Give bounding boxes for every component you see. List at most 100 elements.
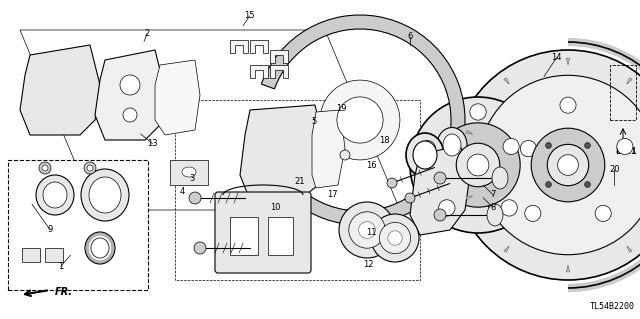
FancyBboxPatch shape [215,192,311,273]
Text: 13: 13 [147,139,157,148]
Text: TL54B2200: TL54B2200 [590,302,635,311]
Circle shape [388,231,402,245]
Circle shape [470,104,486,120]
Circle shape [434,209,446,221]
Wedge shape [504,78,509,84]
Circle shape [595,205,611,221]
Text: 4: 4 [180,187,185,196]
Circle shape [438,200,455,216]
Polygon shape [20,45,100,135]
Circle shape [617,138,633,155]
Text: 11: 11 [366,228,376,237]
Text: 17: 17 [328,190,338,199]
Wedge shape [466,130,473,134]
Circle shape [42,165,48,171]
Bar [268,217,293,255]
Circle shape [501,200,517,216]
Text: 21: 21 [294,177,305,186]
Circle shape [585,143,590,148]
Polygon shape [95,50,165,140]
Bar [230,217,258,255]
Wedge shape [566,58,570,65]
Wedge shape [504,246,509,252]
Text: 6: 6 [407,32,412,41]
Bar [170,160,208,185]
Text: 9: 9 [47,225,52,234]
Text: 18: 18 [379,136,389,145]
Circle shape [405,193,415,203]
Circle shape [189,192,201,204]
Circle shape [123,108,137,122]
Text: 10: 10 [270,203,280,212]
Text: 8: 8 [490,203,495,212]
Circle shape [525,205,541,221]
Circle shape [87,165,93,171]
Bar [22,248,40,262]
Circle shape [531,128,605,202]
Ellipse shape [91,238,109,258]
Circle shape [340,150,350,160]
Circle shape [436,123,520,207]
Text: 12: 12 [363,260,373,269]
Polygon shape [270,50,288,63]
Text: 15: 15 [244,11,255,20]
Circle shape [546,143,551,148]
Circle shape [410,97,546,233]
Ellipse shape [81,169,129,221]
Ellipse shape [89,177,121,213]
Text: 7: 7 [490,190,495,199]
Circle shape [467,154,489,176]
Circle shape [434,172,446,184]
Wedge shape [627,246,632,252]
Circle shape [560,97,576,113]
Circle shape [339,202,395,258]
Polygon shape [230,40,248,53]
Circle shape [387,178,397,188]
Text: 5: 5 [311,117,316,126]
Circle shape [585,182,590,187]
Text: 3: 3 [189,174,195,183]
Text: 19: 19 [336,104,346,113]
Polygon shape [270,65,288,78]
Bar [8,160,148,290]
Circle shape [337,97,383,143]
Ellipse shape [487,204,503,226]
Ellipse shape [36,175,74,215]
Ellipse shape [406,133,444,177]
Circle shape [453,50,640,280]
Wedge shape [627,78,632,84]
Text: 20: 20 [609,165,620,174]
Circle shape [478,75,640,255]
Text: 1: 1 [58,262,63,271]
Ellipse shape [492,167,508,189]
Ellipse shape [85,232,115,264]
Circle shape [84,162,96,174]
Circle shape [456,143,500,187]
Bar [45,248,63,262]
Circle shape [371,214,419,262]
Circle shape [120,75,140,95]
Circle shape [547,144,589,186]
Circle shape [557,155,579,175]
Polygon shape [155,60,200,135]
Ellipse shape [43,182,67,208]
Text: 14: 14 [552,53,562,62]
Circle shape [520,140,536,157]
Text: 2: 2 [145,29,150,38]
Wedge shape [261,15,465,225]
Text: B-21: B-21 [615,147,637,157]
Ellipse shape [437,128,467,162]
Polygon shape [240,105,325,200]
Circle shape [39,162,51,174]
Circle shape [419,140,436,157]
Bar [610,65,636,120]
Circle shape [349,212,385,248]
Text: FR.: FR. [55,287,73,297]
Circle shape [194,242,206,254]
Circle shape [320,80,400,160]
Ellipse shape [443,134,461,156]
Text: 16: 16 [366,161,376,170]
Wedge shape [466,196,473,199]
Polygon shape [250,65,268,78]
Ellipse shape [413,141,437,169]
